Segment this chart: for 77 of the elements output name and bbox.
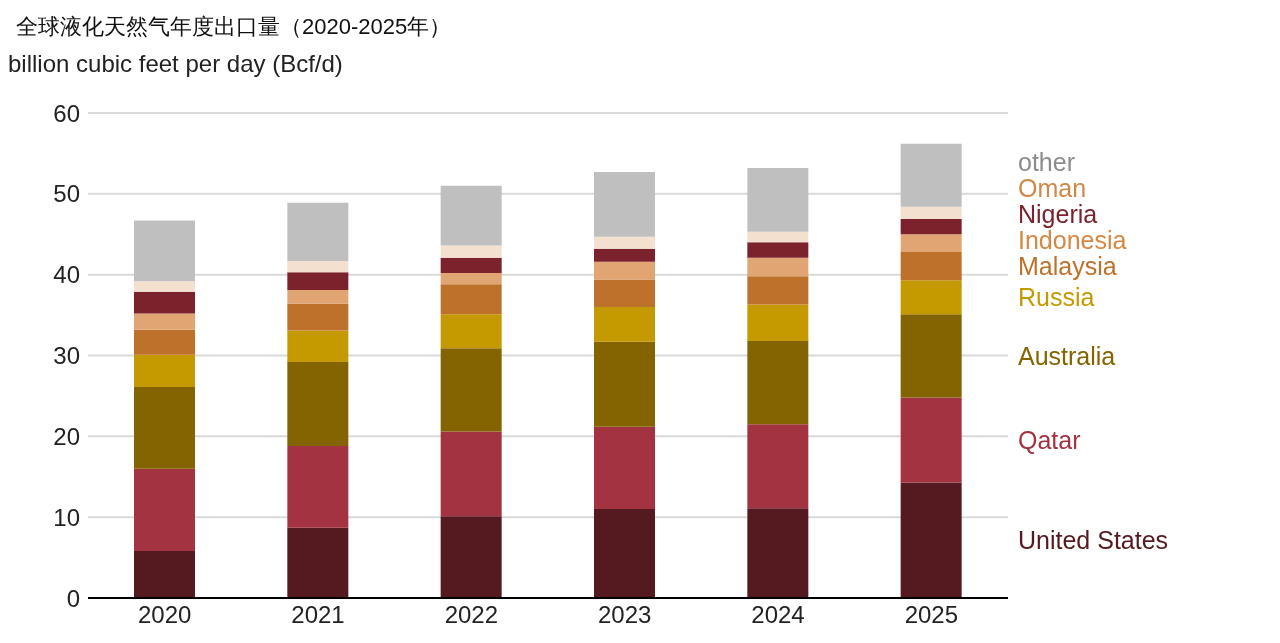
bar bbox=[747, 231, 809, 243]
bar bbox=[440, 185, 502, 246]
text: Russia bbox=[1018, 283, 1095, 312]
bar bbox=[747, 424, 809, 509]
y-tick-label: 20 bbox=[53, 422, 80, 450]
bar bbox=[594, 236, 655, 249]
text: United States bbox=[1018, 526, 1169, 555]
bar bbox=[900, 397, 962, 483]
y-tick-label: 10 bbox=[53, 503, 80, 531]
bar bbox=[594, 307, 655, 342]
bar bbox=[440, 273, 502, 285]
bar bbox=[440, 314, 502, 349]
x-tick-label: 2024 bbox=[751, 601, 805, 629]
bar bbox=[440, 348, 502, 432]
x-tick-label: 2023 bbox=[597, 601, 652, 629]
bar bbox=[134, 329, 195, 355]
y-tick-label: 50 bbox=[53, 180, 80, 208]
bar bbox=[594, 248, 655, 262]
bar bbox=[900, 252, 962, 281]
y-tick-label: 40 bbox=[53, 261, 80, 289]
bar bbox=[747, 276, 809, 305]
bar bbox=[900, 314, 962, 398]
text: Malaysia bbox=[1018, 252, 1117, 281]
bar bbox=[747, 257, 809, 277]
text: Australia bbox=[1018, 341, 1116, 370]
bar bbox=[287, 361, 349, 447]
bar bbox=[900, 482, 962, 598]
bar bbox=[440, 431, 502, 517]
bar bbox=[747, 508, 809, 598]
bar bbox=[287, 446, 349, 528]
bar bbox=[747, 340, 809, 425]
bar bbox=[287, 202, 349, 261]
bar bbox=[594, 426, 655, 510]
bar bbox=[287, 260, 349, 273]
bar bbox=[134, 354, 195, 388]
bar bbox=[440, 284, 502, 315]
bar bbox=[900, 234, 962, 253]
bar bbox=[594, 261, 655, 280]
y-tick-label: 30 bbox=[53, 342, 80, 370]
bar bbox=[287, 527, 349, 598]
bar bbox=[134, 291, 195, 314]
bar bbox=[287, 303, 349, 331]
bar bbox=[900, 280, 962, 315]
bar bbox=[900, 218, 962, 235]
x-tick-label: 2021 bbox=[291, 601, 345, 629]
bar bbox=[440, 245, 502, 258]
bar bbox=[134, 281, 195, 292]
bar bbox=[134, 220, 195, 282]
bar bbox=[440, 516, 502, 598]
x-tick-label: 2020 bbox=[137, 601, 192, 629]
bar bbox=[134, 313, 195, 330]
text: other bbox=[1018, 148, 1075, 177]
x-tick-label: 2022 bbox=[444, 601, 499, 629]
bar bbox=[287, 272, 349, 291]
bar bbox=[594, 172, 655, 237]
bar bbox=[440, 257, 502, 274]
bar bbox=[287, 290, 349, 304]
bar bbox=[900, 143, 962, 207]
text: Qatar bbox=[1018, 425, 1081, 454]
bar bbox=[134, 387, 195, 469]
y-tick-label: 60 bbox=[53, 99, 80, 127]
bar bbox=[594, 279, 655, 307]
text: Nigeria bbox=[1018, 200, 1098, 229]
chart-title: 全球液化天然气年度出口量（2020-2025年） bbox=[16, 13, 452, 41]
y-axis-title: billion cubic feet per day (Bcf/d) bbox=[8, 50, 343, 78]
bar bbox=[900, 206, 962, 219]
bar bbox=[287, 330, 349, 362]
x-tick-label: 2025 bbox=[904, 601, 959, 629]
text: Oman bbox=[1018, 174, 1087, 203]
bar bbox=[747, 167, 809, 232]
bar bbox=[134, 468, 195, 552]
bar bbox=[747, 304, 809, 341]
y-tick-label: 0 bbox=[66, 584, 80, 612]
bar bbox=[594, 509, 655, 598]
bar bbox=[594, 341, 655, 427]
bar bbox=[747, 242, 809, 258]
bar bbox=[134, 551, 195, 598]
